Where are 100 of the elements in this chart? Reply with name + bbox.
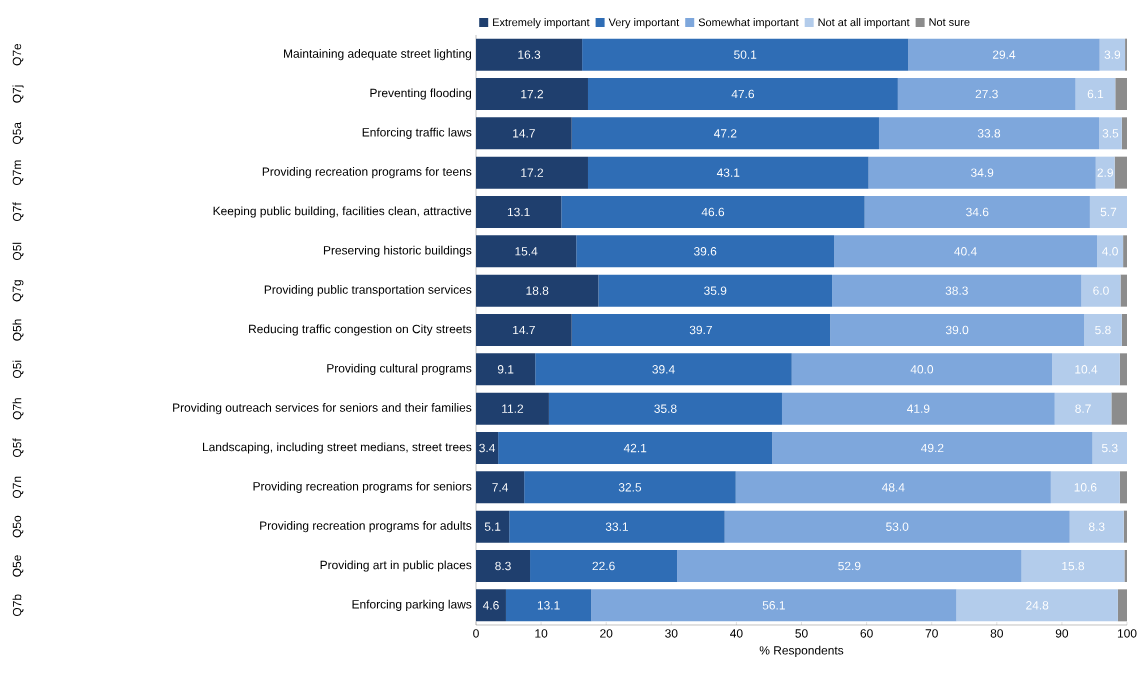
x-tick-label: 10 [535,629,548,638]
data-label: 52.9 [838,561,861,571]
y-tick-label: Preserving historic buildings [323,245,472,257]
bar [535,353,792,386]
data-label: 24.8 [1026,601,1049,610]
data-label: 35.8 [654,404,677,413]
data-label: 7.4 [492,483,509,492]
y-tick-label: Providing recreation programs for teens [262,167,472,179]
legend-label: Very important [608,18,680,29]
data-label: 38.3 [945,286,968,295]
data-label: 9.1 [497,365,514,374]
bar [476,313,572,346]
bar [476,195,562,228]
y-tick-label: Enforcing parking laws [352,599,472,611]
bar [576,235,835,268]
text: Q7g [12,280,24,302]
data-label: 8.7 [1075,404,1091,413]
data-label: 15.8 [1062,561,1085,571]
bar [476,392,549,425]
bar [1084,313,1122,346]
y-tick-label: Providing art in public places [320,560,472,572]
bar [587,156,869,189]
bar [1119,353,1128,386]
bar [476,589,506,622]
data-label: 10.6 [1074,483,1097,492]
text: Q7h [12,398,24,420]
bar [476,77,588,110]
bar [524,471,736,504]
bar [735,471,1051,504]
data-label: 46.6 [701,207,725,217]
y-tick-label: Providing outreach services for seniors and their families [173,403,472,415]
bar [834,235,1098,268]
bar [476,156,588,189]
data-label: 8.3 [495,561,511,571]
bar [1050,471,1120,504]
x-tick-label: 50 [795,629,808,638]
data-label: 6.1 [1087,89,1104,99]
data-label: 6.0 [1093,286,1109,295]
x-tick-label: 100 [1117,629,1137,638]
legend-label: Not sure [929,18,970,26]
bar [878,117,1100,150]
data-label: 39.7 [689,325,712,335]
y-tick-label: Providing public transportation services [264,285,472,297]
bar [1021,549,1125,582]
y-tick-label: Providing recreation programs for adults [260,521,472,533]
bar [598,274,833,307]
y-tick-label: Reducing traffic congestion on City streets [249,324,472,336]
bar [1081,274,1121,307]
data-label: 35.9 [704,286,727,295]
data-label: 39.6 [693,247,717,256]
bar [1092,431,1128,464]
bar [571,313,831,346]
data-label: 33.1 [605,522,628,531]
x-tick-label: 30 [665,629,678,638]
bar [677,549,1022,582]
data-label: 33.8 [977,129,1001,138]
data-label: 15.4 [515,247,538,256]
data-label: 14.7 [513,325,535,335]
text: Q7n [12,476,24,499]
bar [476,510,510,543]
data-label: 5.7 [1100,207,1117,217]
bar [476,431,499,464]
data-label: 5.3 [1101,443,1118,453]
bar [1124,549,1128,582]
bar [1054,392,1112,425]
bar [1115,77,1128,110]
data-label: 2.9 [1097,168,1113,177]
text: Q5o [12,515,24,538]
x-axis-title: % Respondents [759,645,844,657]
bar [1114,156,1128,189]
data-label: 27.3 [975,89,998,99]
data-label: 8.3 [1088,522,1105,531]
bar [897,77,1076,110]
bar [548,392,782,425]
legend-label: Not at all important [818,18,910,29]
data-label: 3.4 [479,443,496,453]
bar [587,77,898,110]
bar [1089,195,1128,228]
bar [509,510,725,543]
bar [1123,235,1128,268]
bar [1121,313,1128,346]
bar [864,195,1090,228]
y-tick-label: Preventing flooding [370,88,472,100]
x-tick-label: 60 [860,629,873,638]
y-tick-label: Keeping public building, facilities clean, attractive [213,206,472,218]
data-label: 4.0 [1102,247,1118,256]
data-label: 49.2 [921,443,944,453]
data-label: 47.6 [731,89,755,99]
text: Q5a [12,122,24,145]
data-label: 16.3 [518,50,541,59]
x-tick-label: 0 [473,629,479,638]
bar [476,549,531,582]
bar [1111,392,1128,425]
bar [791,353,1053,386]
x-tick-label: 90 [1055,629,1069,638]
x-tick-label: 40 [730,629,743,638]
data-label: 3.5 [1102,129,1119,138]
bar [781,392,1055,425]
bar [476,274,599,307]
bar [561,195,865,228]
